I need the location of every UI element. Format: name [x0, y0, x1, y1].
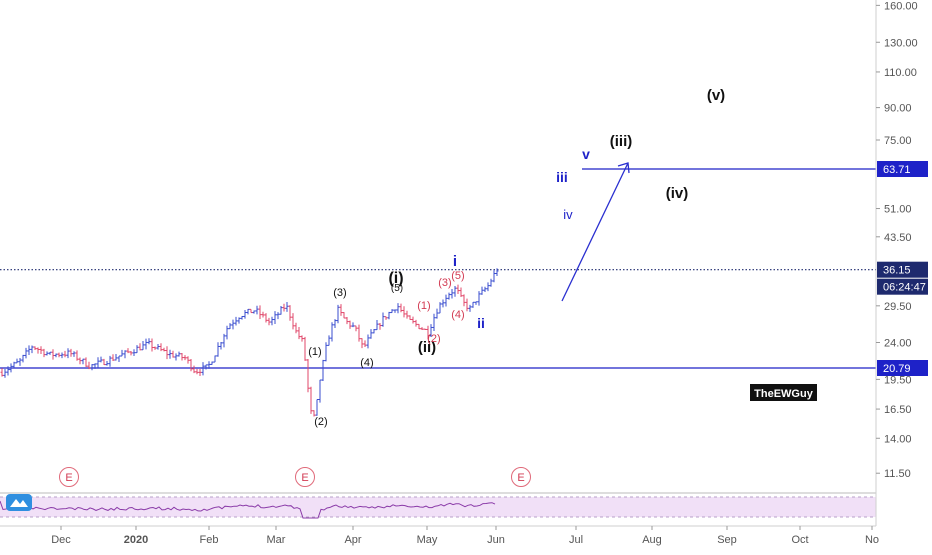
- price-bars: [0, 268, 499, 417]
- earnings-marker[interactable]: [511, 467, 531, 487]
- wave-label: (3): [438, 277, 451, 289]
- time-tick-label: May: [417, 534, 438, 546]
- wave-label: v: [582, 146, 590, 162]
- wave-label: iii: [556, 169, 568, 185]
- time-tick-label: Dec: [51, 534, 71, 546]
- price-tick-label: 11.50: [884, 468, 911, 480]
- price-label-text: 36.15: [883, 265, 911, 277]
- price-label-text: 20.79: [883, 363, 911, 375]
- price-tick-label: 51.00: [884, 204, 912, 216]
- wave-label: (iii): [610, 133, 633, 150]
- time-tick-label: Mar: [267, 534, 286, 546]
- projection-arrow: [561, 162, 630, 302]
- logo-mountain-icon: [10, 499, 28, 507]
- price-label-box: [877, 261, 928, 278]
- wave-label: iv: [563, 207, 573, 222]
- earnings-marker[interactable]: [295, 467, 315, 487]
- wave-label: (5): [451, 270, 464, 282]
- price-label-text: 63.71: [883, 164, 911, 176]
- price-tick-label: 75.00: [884, 135, 912, 147]
- earnings-marker-label: E: [301, 472, 308, 484]
- wave-label: (1): [417, 300, 430, 312]
- price-tick-label: 24.00: [884, 337, 912, 349]
- price-tick-label: 130.00: [884, 37, 918, 49]
- wave-label: (i): [388, 270, 403, 287]
- wave-label: (ii): [418, 339, 436, 356]
- price-tick-label: 16.50: [884, 404, 912, 416]
- time-tick-label: Apr: [344, 534, 361, 546]
- price-label-box: [877, 278, 928, 295]
- price-tick-label: 160.00: [884, 0, 918, 12]
- earnings-marker[interactable]: [59, 467, 79, 487]
- time-tick-label: Aug: [642, 534, 662, 546]
- wave-label: (1): [308, 346, 321, 358]
- price-tick-label: 14.00: [884, 433, 912, 445]
- wave-label: (2): [427, 333, 440, 345]
- wave-label: (v): [707, 87, 725, 104]
- wave-label: (3): [333, 287, 346, 299]
- wave-label: i: [453, 253, 457, 270]
- oscillator-band: [0, 497, 876, 517]
- projection-arrowhead: [617, 162, 630, 174]
- price-label-text: 06:24:47: [883, 282, 926, 294]
- time-tick-label: Sep: [717, 534, 737, 546]
- oscillator-pane: [0, 492, 876, 519]
- time-tick-label: Jul: [569, 534, 583, 546]
- wave-label: ii: [477, 315, 485, 331]
- price-tick-label: 110.00: [884, 67, 917, 79]
- watermark-box: [750, 384, 817, 401]
- time-tick-label: Oct: [791, 534, 808, 546]
- wave-label: (4): [360, 357, 373, 369]
- wave-label: (iv): [666, 185, 689, 202]
- wave-label: (5): [391, 283, 403, 294]
- time-tick-label: Jun: [487, 534, 505, 546]
- wave-labels: (1)(2)(3)(4)(5)(i)(ii)(1)(2)(3)(4)(5)iii…: [308, 87, 725, 428]
- watermark-text: TheEWGuy: [754, 388, 814, 400]
- price-tick-label: 90.00: [884, 103, 912, 115]
- wave-label: (2): [314, 416, 327, 428]
- wave-label: (4): [451, 309, 464, 321]
- price-tick-label: 43.50: [884, 232, 912, 244]
- price-label-box: [877, 360, 928, 376]
- price-tick-label: 19.50: [884, 374, 912, 386]
- projection-line: [561, 162, 629, 302]
- time-tick-label: No: [865, 534, 879, 546]
- earnings-marker-label: E: [517, 472, 524, 484]
- oscillator-line: [0, 500, 496, 519]
- price-tick-label: 29.50: [884, 301, 912, 313]
- logo-badge: [6, 494, 32, 511]
- time-tick-label: 2020: [124, 534, 148, 546]
- earnings-marker-label: E: [65, 472, 72, 484]
- horizontal-lines: [0, 168, 876, 369]
- price-label-box: [877, 161, 928, 177]
- time-tick-label: Feb: [200, 534, 219, 546]
- axes: 160.00 130.00 110.00 90.00 75.00 51.00 43.50 29…: [0, 0, 928, 546]
- watermark: TheEWGuy: [750, 384, 817, 401]
